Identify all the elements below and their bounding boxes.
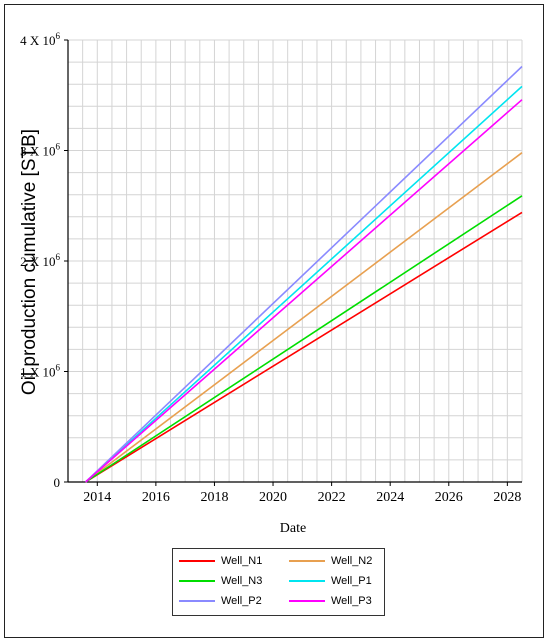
y-tick-exponent: 6 — [56, 363, 61, 373]
legend-swatch — [289, 580, 325, 582]
legend-swatch — [179, 580, 215, 582]
legend-label: Well_P2 — [221, 595, 262, 607]
series-line-well-n1 — [85, 211, 523, 483]
legend-label: Well_N3 — [221, 575, 263, 587]
series-line-well-n2 — [85, 152, 523, 483]
legend-item-well-n3: Well_N3 — [179, 573, 262, 589]
y-axis-label: Oil production cumulative [STB] — [19, 129, 40, 395]
legend-label: Well_N1 — [221, 555, 263, 567]
y-tick-base: 4 X 10 — [20, 33, 55, 48]
x-tick-label: 2018 — [200, 490, 228, 505]
x-tick-label: 2022 — [318, 490, 346, 505]
series-lines — [85, 65, 523, 483]
series-line-well-n3 — [85, 195, 523, 483]
legend-label: Well_N2 — [331, 555, 373, 567]
y-tick-base: 2 X 10 — [20, 254, 55, 269]
y-tick-exponent: 6 — [56, 142, 61, 152]
grid — [68, 39, 523, 482]
series-line-well-p3 — [85, 99, 523, 483]
x-tick-label: 2014 — [83, 490, 111, 505]
legend-label: Well_P1 — [331, 575, 372, 587]
x-axis-label: Date — [280, 521, 306, 536]
x-tick-label: 2020 — [259, 490, 287, 505]
x-tick-label: 2028 — [493, 490, 521, 505]
legend-swatch — [179, 600, 215, 602]
legend-item-well-n1: Well_N1 — [179, 553, 262, 569]
legend-swatch — [289, 600, 325, 602]
y-tick-exponent: 6 — [56, 252, 61, 262]
y-tick-label: 0 — [54, 475, 61, 490]
legend-item-well-p2: Well_P2 — [179, 593, 262, 609]
y-tick-exponent: 6 — [56, 31, 61, 41]
y-tick-label: 1 X 106 — [20, 363, 60, 380]
x-tick-label: 2016 — [142, 490, 170, 505]
series-line-well-p2 — [85, 65, 523, 483]
legend-label: Well_P3 — [331, 595, 372, 607]
x-tick-label: 2026 — [435, 490, 463, 505]
legend: Well_N1 Well_N2 Well_N3 Well_P1 Well_P2 Well_… — [172, 548, 385, 616]
y-tick-label: 2 X 106 — [20, 252, 60, 269]
x-tick-labels: 2014 2016 2018 2020 2022 2024 2026 2028 — [83, 482, 521, 505]
y-tick-label: 4 X 106 — [20, 31, 60, 48]
x-tick-label: 2024 — [376, 490, 404, 505]
y-tick-base: 1 X 10 — [20, 365, 55, 380]
y-tick-base: 3 X 10 — [20, 144, 55, 159]
y-tick-label: 3 X 106 — [20, 142, 60, 159]
legend-swatch — [289, 560, 325, 562]
series-line-well-p1 — [85, 85, 523, 483]
legend-item-well-n2: Well_N2 — [289, 553, 372, 569]
legend-item-well-p3: Well_P3 — [289, 593, 372, 609]
legend-item-well-p1: Well_P1 — [289, 573, 372, 589]
legend-swatch — [179, 560, 215, 562]
